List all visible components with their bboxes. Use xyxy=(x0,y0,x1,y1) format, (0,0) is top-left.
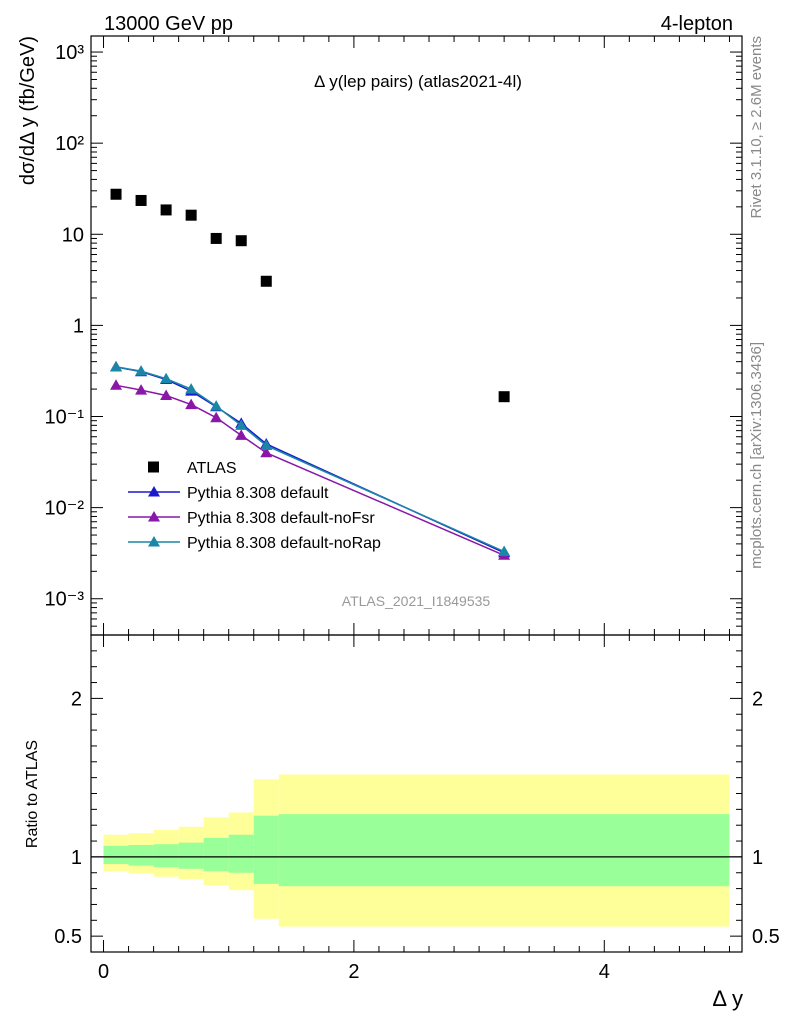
legend-label: Pythia 8.308 default xyxy=(187,485,329,502)
data-point xyxy=(185,398,198,410)
main-ticks xyxy=(91,36,742,636)
y-tick-label-right: 2 xyxy=(752,688,763,710)
legend-marker xyxy=(148,536,160,547)
ratio-panel: 0.5 0.5 1 1 2 2 0 2 4 Ratio to ATLAS Δ y xyxy=(24,634,780,1011)
inner-band-bin xyxy=(178,842,204,869)
y-tick-label: 10⁻³ xyxy=(45,589,85,611)
legend-marker xyxy=(148,511,160,522)
data-point xyxy=(235,235,247,247)
y-tick-label: 10⁻¹ xyxy=(45,407,85,429)
legend: ATLAS Pythia 8.308 default Pythia 8.308 de… xyxy=(128,460,381,552)
rivet-label: Rivet 3.1.10, ≥ 2.6M events xyxy=(748,36,765,219)
y-tick-label: 2 xyxy=(71,688,82,710)
y-tick-label: 10³ xyxy=(55,42,84,64)
series-line xyxy=(115,384,505,556)
y-tick-label: 10⁻² xyxy=(45,498,85,520)
series-line xyxy=(115,366,505,553)
main-panel: 10⁻³ 10⁻² 10⁻¹ 1 10 10² 10³ Δ y(lep pairs) (at… xyxy=(17,35,743,636)
data-point xyxy=(110,379,123,390)
y-tick-label: 1 xyxy=(71,847,82,869)
inner-band-bin xyxy=(153,844,179,868)
legend-item: ATLAS xyxy=(148,460,237,477)
data-point xyxy=(260,446,273,458)
main-y-axis-label: dσ/dΔ y (fb/GeV) xyxy=(17,36,39,185)
series-atlas xyxy=(110,188,510,403)
data-point xyxy=(135,384,148,395)
data-point xyxy=(260,275,272,287)
data-point xyxy=(235,429,248,440)
legend-item: Pythia 8.308 default-noFsr xyxy=(128,510,375,527)
data-point xyxy=(110,360,123,372)
inner-band-bin xyxy=(128,845,154,866)
legend-label: Pythia 8.308 default-noFsr xyxy=(187,510,375,527)
data-point xyxy=(260,439,273,451)
main-y-tick-labels: 10⁻³ 10⁻² 10⁻¹ 1 10 10² 10³ xyxy=(45,42,85,611)
y-tick-label: 1 xyxy=(73,315,84,337)
watermark: ATLAS_2021_I1849535 xyxy=(342,593,491,609)
data-point xyxy=(110,188,122,200)
data-point xyxy=(160,204,172,216)
x-tick-labels: 0 2 4 xyxy=(98,961,610,983)
data-point xyxy=(235,419,248,430)
ratio-bands xyxy=(103,774,730,927)
y-tick-label-right: 0.5 xyxy=(752,926,780,948)
data-point xyxy=(160,372,173,384)
data-point xyxy=(498,545,511,556)
data-point xyxy=(210,411,223,423)
legend-item: Pythia 8.308 default xyxy=(128,485,329,502)
ratio-ticks xyxy=(91,634,742,953)
legend-marker xyxy=(148,486,160,497)
y-tick-label: 10 xyxy=(62,224,84,246)
x-tick-label: 4 xyxy=(599,961,610,983)
mcplots-label: mcplots.cern.ch [arXiv:1306.3436] xyxy=(748,342,765,569)
series-pythia-8-308-default-nofsr xyxy=(110,379,511,560)
ratio-y-tick-labels: 0.5 0.5 1 1 2 2 xyxy=(54,688,780,948)
inner-band-bin xyxy=(203,837,229,872)
legend-label: ATLAS xyxy=(187,460,237,477)
series-pythia-8-308-default-norap xyxy=(110,360,511,556)
data-point xyxy=(210,400,223,411)
data-point xyxy=(160,389,173,401)
inner-band-bin xyxy=(278,814,730,887)
header-right: 4-lepton xyxy=(661,13,733,35)
y-tick-label: 10² xyxy=(55,133,84,155)
y-tick-label: 0.5 xyxy=(54,926,82,948)
header-left: 13000 GeV pp xyxy=(104,13,233,35)
data-point xyxy=(210,232,222,244)
x-tick-label: 0 xyxy=(98,961,109,983)
inner-band-bin xyxy=(228,834,254,873)
data-point xyxy=(185,209,197,221)
main-series xyxy=(110,188,511,560)
x-tick-label: 2 xyxy=(348,961,359,983)
legend-label: Pythia 8.308 default-noRap xyxy=(187,535,381,552)
data-point xyxy=(135,194,147,206)
y-tick-label-right: 1 xyxy=(752,847,763,869)
data-point xyxy=(135,365,148,376)
data-point xyxy=(498,391,510,403)
main-title: Δ y(lep pairs) (atlas2021-4l) xyxy=(314,72,522,91)
inner-band-bin xyxy=(253,815,279,884)
data-point xyxy=(185,383,198,394)
legend-marker xyxy=(148,461,159,473)
inner-band-bin xyxy=(103,845,129,865)
x-axis-label: Δ y xyxy=(712,986,743,1011)
ratio-y-axis-label: Ratio to ATLAS xyxy=(24,740,41,848)
legend-item: Pythia 8.308 default-noRap xyxy=(128,535,381,552)
